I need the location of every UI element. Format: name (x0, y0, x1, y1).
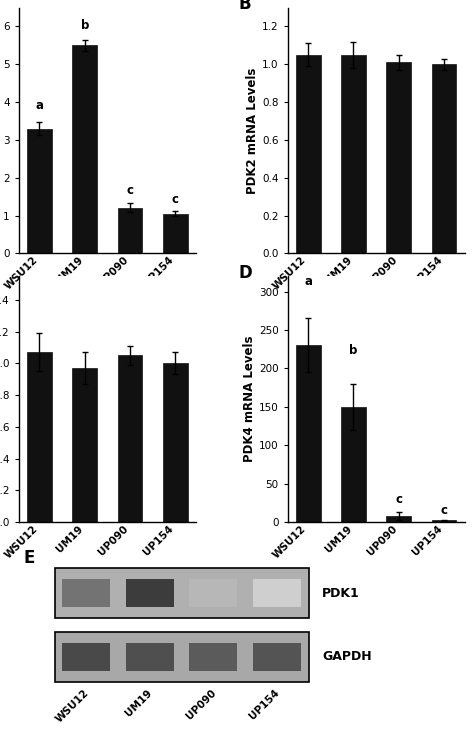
Bar (126, 579, 174, 607)
Text: c: c (440, 504, 447, 517)
Bar (386, 62, 411, 253)
Text: GAPDH: GAPDH (322, 651, 372, 663)
Bar (163, 214, 188, 253)
Text: UP090: UP090 (184, 687, 218, 721)
Bar (55, 568, 309, 618)
Bar (296, 346, 320, 522)
Bar (341, 55, 366, 253)
Bar (386, 516, 411, 522)
Bar (341, 407, 366, 522)
Text: UM19: UM19 (124, 687, 155, 718)
Text: E: E (23, 549, 35, 567)
Text: c: c (172, 194, 179, 206)
Text: c: c (127, 184, 134, 197)
Bar (62, 643, 110, 671)
Text: b: b (349, 344, 358, 357)
Text: a: a (304, 275, 312, 288)
Bar (163, 364, 188, 522)
Text: B: B (238, 0, 251, 14)
Text: PDK1: PDK1 (322, 587, 360, 599)
Bar (27, 352, 52, 522)
Bar (72, 368, 97, 522)
Bar (432, 64, 456, 253)
Bar (118, 355, 143, 522)
Text: b: b (81, 19, 89, 32)
Bar (432, 520, 456, 522)
Bar (72, 45, 97, 253)
Bar (55, 632, 309, 682)
Bar (253, 579, 301, 607)
Bar (253, 643, 301, 671)
Bar (27, 129, 52, 253)
Bar (126, 643, 174, 671)
Text: c: c (395, 493, 402, 506)
Bar (189, 579, 237, 607)
Bar (296, 55, 320, 253)
Y-axis label: PDK2 mRNA Levels: PDK2 mRNA Levels (246, 67, 259, 194)
Y-axis label: PDK4 mRNA Levels: PDK4 mRNA Levels (243, 336, 256, 462)
Text: UP154: UP154 (247, 687, 281, 721)
Text: WSU12: WSU12 (54, 687, 91, 724)
Bar (189, 643, 237, 671)
Bar (118, 208, 143, 253)
Text: D: D (238, 264, 252, 282)
Bar (62, 579, 110, 607)
Text: a: a (36, 99, 44, 112)
